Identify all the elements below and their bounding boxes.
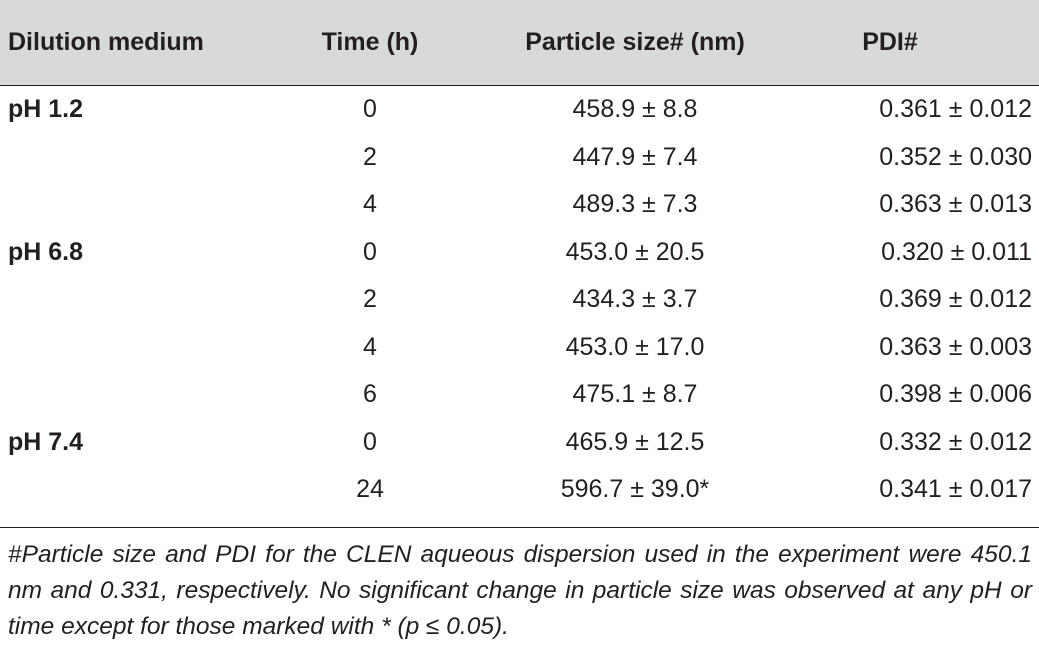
header-dilution-medium: Dilution medium xyxy=(8,28,204,56)
cell-time: 2 xyxy=(363,142,377,171)
cell-medium: pH 6.8 xyxy=(8,237,84,266)
table-row: pH 6.8 0 453.0 ± 20.5 0.320 ± 0.011 xyxy=(0,229,1039,277)
cell-time: 6 xyxy=(363,380,377,408)
cell-particle-size: 453.0 ± 20.5 xyxy=(565,237,705,266)
cell-medium: pH 1.2 xyxy=(8,95,84,123)
cell-time: 4 xyxy=(363,332,377,361)
table-header-row: Dilution medium Time (h) Particle size# … xyxy=(0,0,1039,85)
cell-time: 4 xyxy=(363,190,377,218)
cell-particle-size: 434.3 ± 3.7 xyxy=(572,285,698,313)
cell-pdi: 0.363 ± 0.013 xyxy=(879,190,1032,218)
cell-particle-size: 453.0 ± 17.0 xyxy=(565,332,705,361)
cell-pdi: 0.398 ± 0.006 xyxy=(879,380,1032,408)
cell-particle-size: 475.1 ± 8.7 xyxy=(572,380,698,408)
cell-pdi: 0.332 ± 0.012 xyxy=(879,427,1032,456)
table-row: 4 453.0 ± 17.0 0.363 ± 0.003 xyxy=(0,324,1039,372)
table-row: 6 475.1 ± 8.7 0.398 ± 0.006 xyxy=(0,371,1039,419)
cell-particle-size: 458.9 ± 8.8 xyxy=(572,95,698,123)
cell-time: 24 xyxy=(356,475,384,503)
cell-pdi: 0.363 ± 0.003 xyxy=(879,332,1032,361)
cell-particle-size: 465.9 ± 12.5 xyxy=(565,427,705,456)
cell-pdi: 0.341 ± 0.017 xyxy=(879,475,1032,503)
cell-particle-size: 596.7 ± 39.0* xyxy=(560,475,710,503)
cell-pdi: 0.369 ± 0.012 xyxy=(879,285,1032,313)
table-row: pH 7.4 0 465.9 ± 12.5 0.332 ± 0.012 xyxy=(0,419,1039,467)
table-row: pH 1.2 0 458.9 ± 8.8 0.361 ± 0.012 xyxy=(0,86,1039,134)
cell-medium: pH 7.4 xyxy=(8,427,84,456)
cell-particle-size: 489.3 ± 7.3 xyxy=(572,190,698,218)
header-divider xyxy=(0,85,1039,86)
table-row: 2 434.3 ± 3.7 0.369 ± 0.012 xyxy=(0,276,1039,324)
data-table: Dilution medium Time (h) Particle size# … xyxy=(0,0,1039,528)
table-footnote: #Particle size and PDI for the CLEN aque… xyxy=(8,541,1032,640)
header-pdi: PDI# xyxy=(862,28,918,56)
cell-time: 0 xyxy=(363,427,377,456)
cell-particle-size: 447.9 ± 7.4 xyxy=(572,142,698,171)
cell-pdi: 0.361 ± 0.012 xyxy=(879,95,1032,123)
cell-pdi: 0.320 ± 0.011 xyxy=(881,237,1032,266)
cell-time: 2 xyxy=(363,285,377,313)
table-row: 2 447.9 ± 7.4 0.352 ± 0.030 xyxy=(0,134,1039,182)
header-time: Time (h) xyxy=(321,28,419,56)
footer-divider xyxy=(0,527,1039,528)
cell-time: 0 xyxy=(363,237,377,266)
cell-pdi: 0.352 ± 0.030 xyxy=(879,142,1032,171)
cell-time: 0 xyxy=(363,95,377,123)
table-body: pH 1.2 0 458.9 ± 8.8 0.361 ± 0.012 2 447… xyxy=(0,86,1039,514)
table-row: 24 596.7 ± 39.0* 0.341 ± 0.017 xyxy=(0,466,1039,514)
header-particle-size: Particle size# (nm) xyxy=(525,28,745,56)
table-row: 4 489.3 ± 7.3 0.363 ± 0.013 xyxy=(0,181,1039,229)
